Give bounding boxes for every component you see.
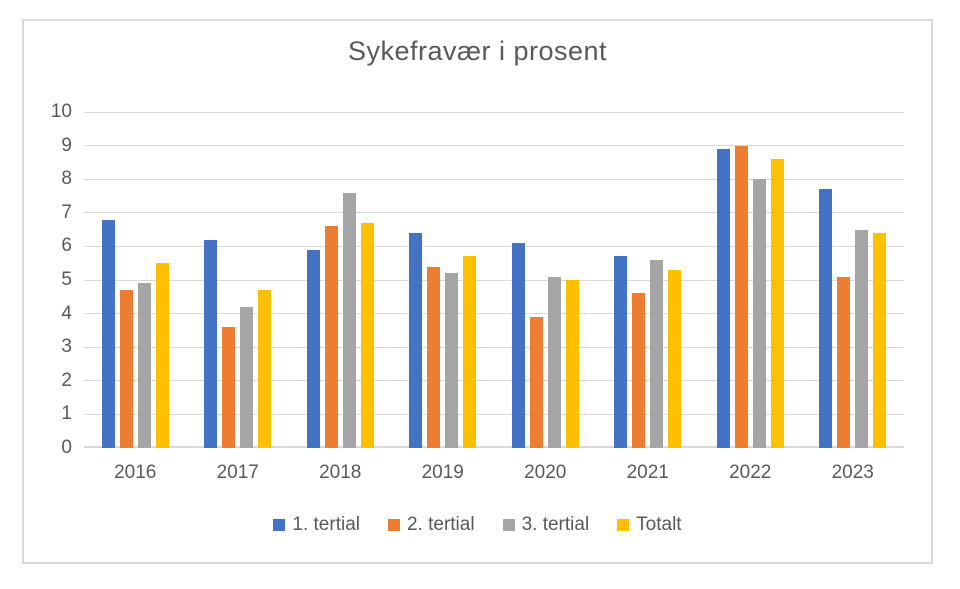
bar-totalt-2022 xyxy=(770,159,784,448)
bar-2-tertial-2018 xyxy=(324,226,338,448)
x-axis-tick-label-2021: 2021 xyxy=(626,462,669,483)
gridline-y-10 xyxy=(84,111,904,113)
legend-swatch-icon xyxy=(273,519,286,531)
x-axis-tick-label-2019: 2019 xyxy=(421,462,464,483)
bar-1-tertial-2018 xyxy=(306,249,320,448)
legend-swatch-icon xyxy=(617,519,630,531)
x-axis-tick-label-2020: 2020 xyxy=(524,462,567,483)
bar-1-tertial-2021 xyxy=(614,256,628,448)
y-axis-tick-label: 8 xyxy=(61,168,72,190)
gridline-y-6 xyxy=(84,245,904,247)
bar-totalt-2021 xyxy=(668,269,682,448)
legend: 1. tertial 2. tertial 3. tertial Totalt xyxy=(22,514,933,536)
y-axis-tick-label: 9 xyxy=(61,134,72,156)
legend-label: 3. tertial xyxy=(521,514,590,535)
y-axis-tick-label: 4 xyxy=(61,302,72,324)
bar-totalt-2020 xyxy=(565,280,579,448)
bar-1-tertial-2022 xyxy=(716,148,730,448)
y-axis-tick-label: 6 xyxy=(61,235,72,257)
legend-label: 2. tertial xyxy=(406,514,475,535)
bar-totalt-2019 xyxy=(463,256,477,448)
bar-2-tertial-2020 xyxy=(529,316,543,448)
legend-label: 1. tertial xyxy=(292,514,360,535)
x-axis-tick-label-2018: 2018 xyxy=(319,462,362,483)
y-axis-tick-label: 7 xyxy=(61,201,72,223)
y-axis-tick-label: 5 xyxy=(61,269,72,290)
gridline-y-7 xyxy=(84,212,904,214)
bar-2-tertial-2017 xyxy=(222,327,236,448)
gridline-y-9 xyxy=(84,145,904,147)
y-axis-tick-label: 1 xyxy=(61,403,72,425)
bar-totalt-2018 xyxy=(360,222,374,448)
x-axis-tick-label-2022: 2022 xyxy=(729,462,772,483)
gridline-y-4 xyxy=(84,313,904,315)
bar-1-tertial-2017 xyxy=(204,239,218,448)
legend-item-2-tertial: 2. tertial xyxy=(387,514,475,536)
plot-area: 0 1 2 3 4 5 6 7 8 9 10 2016 2017 2018 2019 2020 2021 2022… xyxy=(51,101,904,483)
legend-label: Totalt xyxy=(636,514,682,535)
x-axis-tick-label-2017: 2017 xyxy=(216,462,259,483)
bar-3-tertial-2021 xyxy=(650,259,664,448)
bar-3-tertial-2017 xyxy=(240,306,254,448)
bar-3-tertial-2018 xyxy=(342,192,356,448)
bar-3-tertial-2019 xyxy=(445,273,459,448)
gridline-y-5 xyxy=(84,279,904,281)
bar-2-tertial-2021 xyxy=(632,293,646,448)
y-axis-tick-label: 0 xyxy=(61,437,72,458)
bar-3-tertial-2022 xyxy=(752,179,766,448)
bar-2-tertial-2016 xyxy=(119,290,133,448)
bar-3-tertial-2020 xyxy=(547,276,561,448)
bar-3-tertial-2023 xyxy=(855,229,869,448)
y-axis-tick-label: 10 xyxy=(50,101,72,122)
bar-totalt-2023 xyxy=(873,232,887,448)
bar-1-tertial-2020 xyxy=(511,243,525,448)
x-axis-tick-label-2023: 2023 xyxy=(831,462,874,483)
y-axis-tick-label: 3 xyxy=(61,336,72,358)
gridline-y-2 xyxy=(84,380,904,382)
bar-2-tertial-2019 xyxy=(427,266,441,448)
bar-2-tertial-2023 xyxy=(837,276,851,448)
bar-1-tertial-2023 xyxy=(819,189,833,448)
bar-2-tertial-2022 xyxy=(734,145,748,448)
legend-item-totalt: Totalt xyxy=(617,514,682,536)
bar-1-tertial-2016 xyxy=(101,219,115,448)
legend-swatch-icon xyxy=(387,519,400,531)
legend-swatch-icon xyxy=(502,519,515,531)
bar-1-tertial-2019 xyxy=(409,232,423,448)
x-axis-tick-label-2016: 2016 xyxy=(114,462,157,483)
bar-3-tertial-2016 xyxy=(137,283,151,448)
chart-title: Sykefravær i prosent xyxy=(347,36,608,66)
x-axis-line xyxy=(84,446,904,448)
bar-totalt-2017 xyxy=(258,290,272,448)
gridline-y-8 xyxy=(84,178,904,180)
y-axis-tick-label: 2 xyxy=(61,369,72,391)
bar-totalt-2016 xyxy=(155,263,169,448)
gridline-y-3 xyxy=(84,346,904,348)
gridline-y-1 xyxy=(84,413,904,415)
legend-item-1-tertial: 1. tertial xyxy=(273,514,360,536)
legend-item-3-tertial: 3. tertial xyxy=(502,514,590,536)
